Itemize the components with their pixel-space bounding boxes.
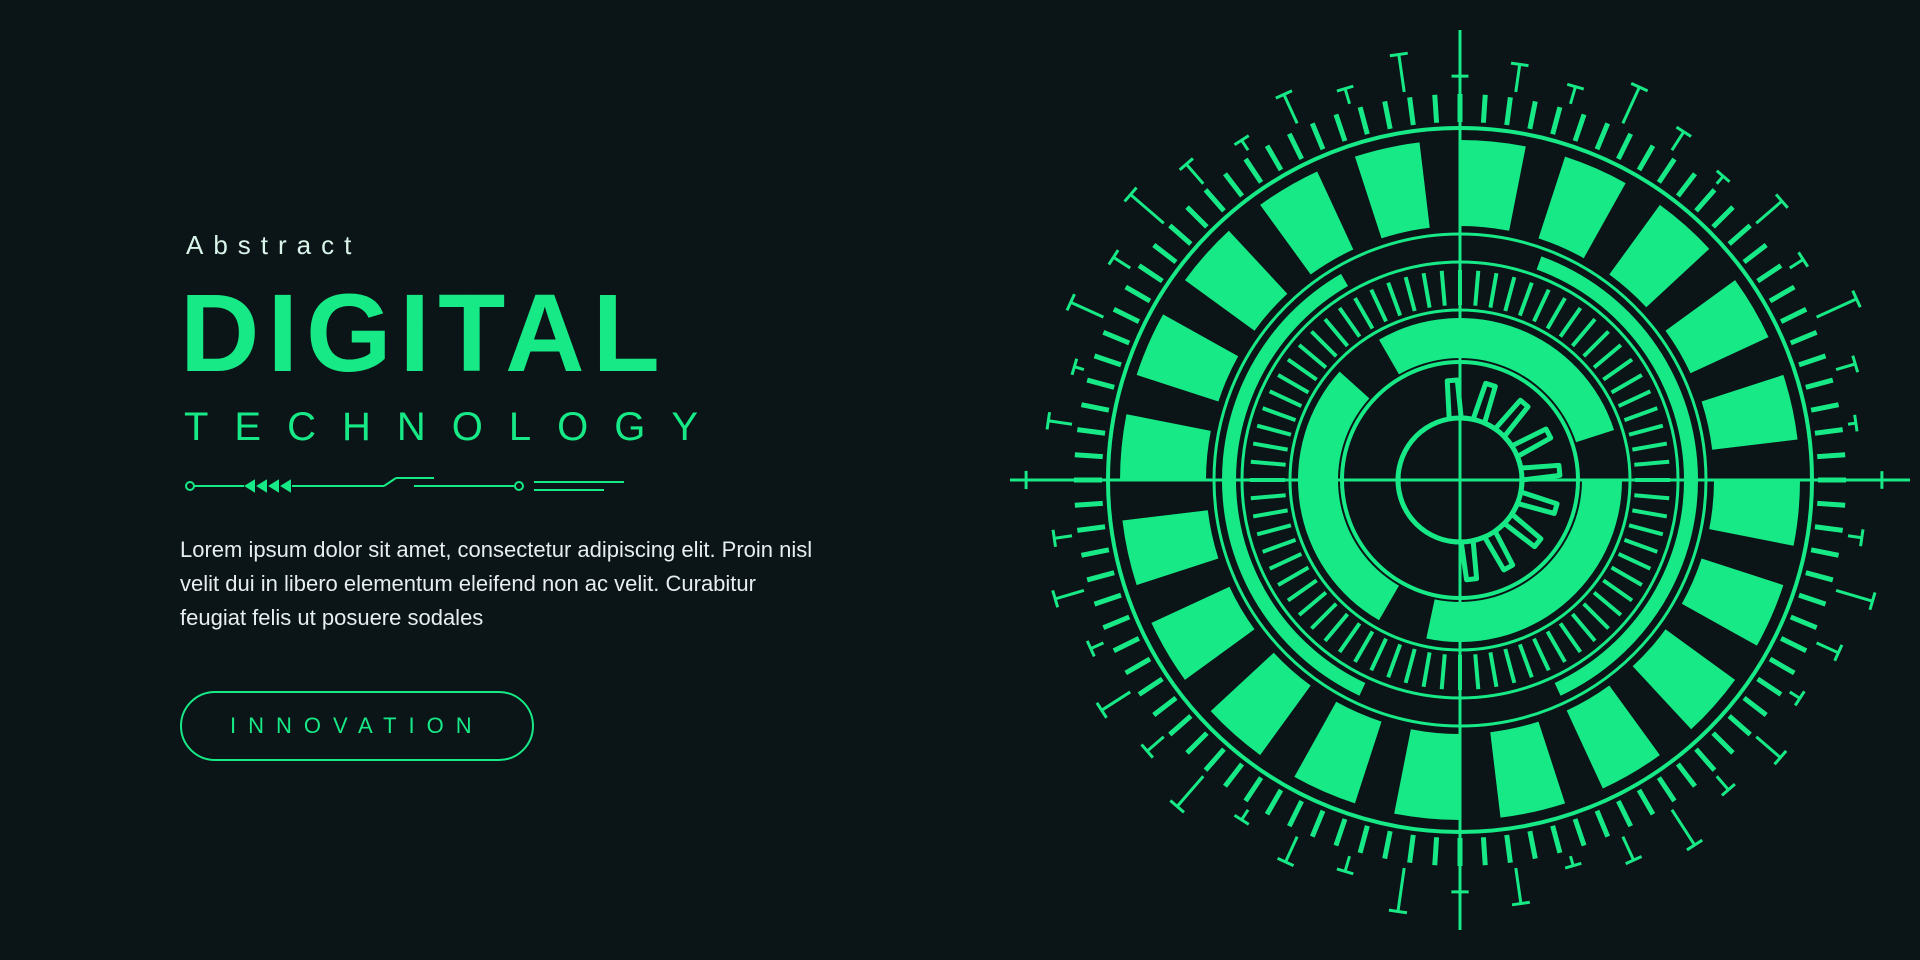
title: DIGITAL: [180, 279, 900, 389]
innovation-button[interactable]: INNOVATION: [180, 691, 534, 761]
hud-circular-graphic: [1000, 20, 1920, 940]
circuit-divider-icon: [184, 476, 624, 496]
body-text: Lorem ipsum dolor sit amet, consectetur …: [180, 533, 820, 635]
hero-text-block: Abstract DIGITAL TECHNOLOGY Lorem ipsum …: [180, 230, 900, 761]
subtitle: TECHNOLOGY: [184, 405, 900, 450]
pretitle: Abstract: [186, 230, 900, 261]
